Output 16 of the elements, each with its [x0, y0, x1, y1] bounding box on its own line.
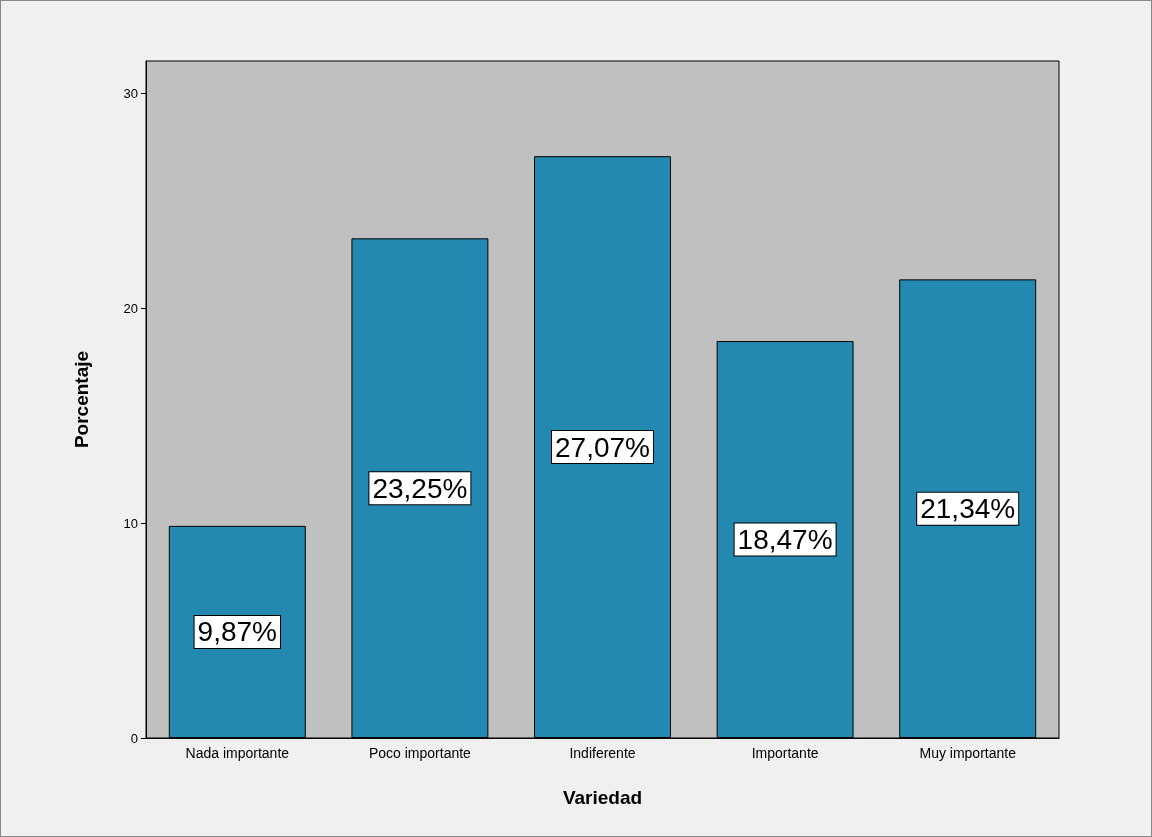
y-axis-title: Porcentaje	[71, 350, 92, 449]
x-axis-title: Variedad	[562, 787, 643, 808]
x-tick-label: Importante	[751, 745, 819, 761]
data-label: 23,25%	[372, 472, 468, 504]
y-tick-label: 30	[123, 85, 138, 101]
data-label: 21,34%	[920, 493, 1016, 525]
y-tick-label: 0	[130, 730, 138, 746]
x-tick-label: Poco importante	[368, 745, 472, 761]
x-tick-label: Nada importante	[185, 745, 290, 761]
data-label: 18,47%	[737, 524, 833, 556]
y-tick-label: 10	[123, 515, 138, 531]
data-label: 27,07%	[555, 431, 650, 463]
x-tick-label: Indiferente	[569, 745, 636, 761]
data-label: 9,87%	[197, 616, 277, 648]
x-tick-label: Muy importante	[919, 745, 1017, 761]
y-tick-label: 20	[123, 300, 138, 316]
